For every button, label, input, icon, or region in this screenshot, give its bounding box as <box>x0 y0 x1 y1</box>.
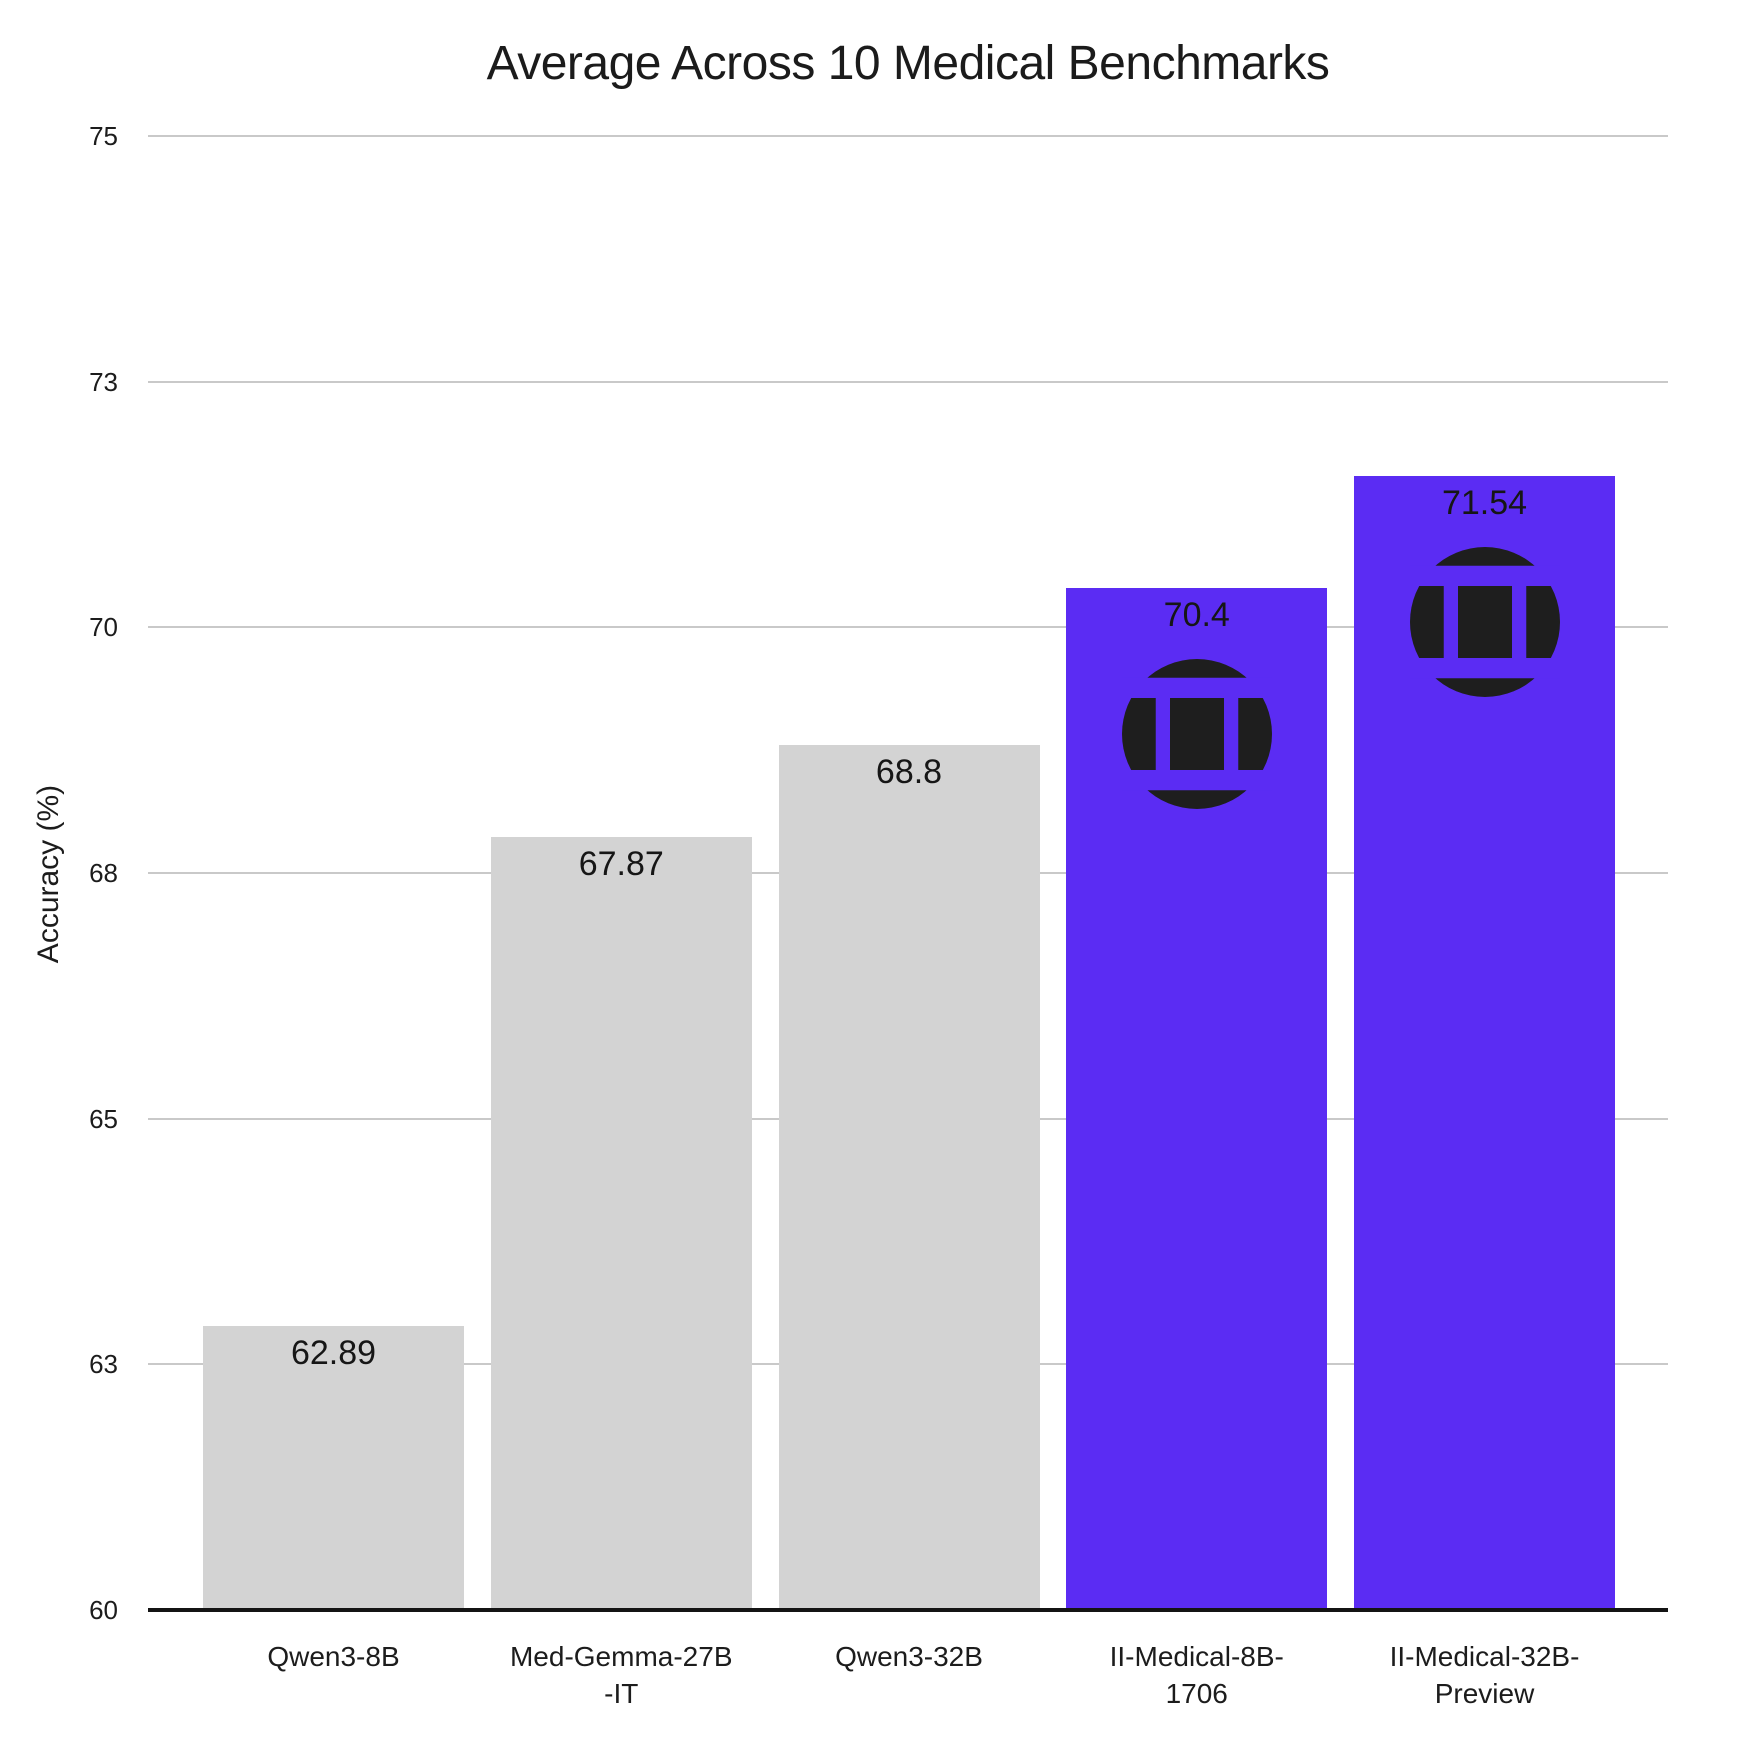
gridline-75 <box>148 135 1668 137</box>
y-tick-label-68: 68 <box>89 858 118 888</box>
y-tick-label-73: 73 <box>89 366 118 397</box>
x-tick-label-med-gemma-27b-it: Med-Gemma-27B -IT <box>509 1641 733 1709</box>
x-axis-line <box>148 1608 1668 1612</box>
x-tick-label-qwen3-32b: Qwen3-32B <box>835 1641 983 1672</box>
bar-med-gemma-27b-it <box>490 836 752 1610</box>
gridline-70 <box>148 626 1668 629</box>
y-tick-label-63: 63 <box>89 1349 118 1380</box>
y-tick-label-60: 60 <box>89 1595 118 1625</box>
x-tick-label-ii-medical-32b-preview: II-Medical-32B- Preview <box>1389 1641 1580 1709</box>
chart-title: Average Across 10 Medical Benchmarks <box>486 37 1330 90</box>
value-label-med-gemma-27b-it: 67.87 <box>578 844 664 883</box>
value-label-ii-medical-32b-preview: 71.54 <box>1441 484 1528 522</box>
y-tick-label-70: 70 <box>89 612 118 643</box>
x-tick-label-ii-medical-8b-1706: II-Medical-8B- 1706 <box>1109 1641 1284 1709</box>
y-tick-label-65: 65 <box>89 1103 118 1134</box>
bar-qwen3-8b <box>203 1326 464 1610</box>
x-tick-label-qwen3-8b: Qwen3-8B <box>267 1641 400 1672</box>
gridline-73 <box>148 380 1668 383</box>
intelligent-internet-logo-icon <box>1409 547 1560 697</box>
intelligent-internet-logo-icon <box>1121 659 1272 810</box>
y-tick-label-75: 75 <box>89 121 118 151</box>
value-label-qwen3-8b: 62.89 <box>290 1334 377 1372</box>
value-label-ii-medical-8b-1706: 70.4 <box>1163 596 1230 635</box>
bar-qwen3-32b <box>778 745 1040 1610</box>
value-label-qwen3-32b: 68.8 <box>875 753 943 792</box>
